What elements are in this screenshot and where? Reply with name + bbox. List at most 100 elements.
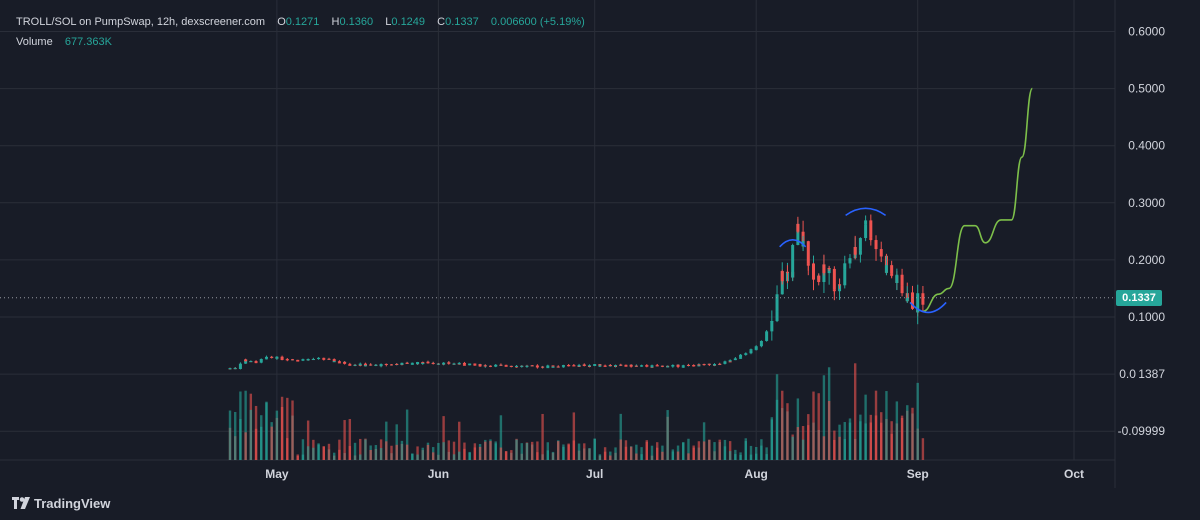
- volume-value: 677.363K: [64, 36, 112, 48]
- volume-bar: [739, 452, 742, 460]
- close-value: 0.1337: [445, 16, 479, 28]
- volume-bar: [728, 451, 732, 460]
- volume-bar: [458, 421, 461, 460]
- candle-body: [462, 364, 466, 366]
- volume-bar: [572, 440, 576, 460]
- volume-bar: [291, 400, 294, 460]
- y-tick-label: 0.5000: [1128, 82, 1165, 96]
- volume-bar: [786, 403, 789, 460]
- volume-bar: [244, 432, 247, 460]
- volume-bar: [286, 397, 289, 460]
- volume-bar: [400, 440, 404, 460]
- volume-bar: [478, 446, 482, 460]
- candle-body: [452, 363, 456, 365]
- candle-body: [530, 365, 534, 367]
- volume-bar: [572, 412, 576, 460]
- volume-bar: [306, 446, 310, 460]
- candle-body: [301, 359, 305, 361]
- x-tick-label: Aug: [745, 467, 768, 481]
- volume-bar: [395, 444, 398, 460]
- volume-label: Volume: [16, 36, 53, 48]
- volume-bar: [676, 451, 680, 460]
- volume-bar: [567, 444, 570, 460]
- volume-bar: [718, 439, 721, 460]
- volume-bar: [650, 445, 654, 460]
- candle-body: [806, 263, 810, 266]
- volume-bar: [452, 441, 456, 460]
- volume-bar: [895, 401, 899, 460]
- candle-body: [838, 284, 842, 286]
- candle-body: [525, 365, 529, 367]
- candle-body: [587, 365, 591, 367]
- candle-body: [624, 365, 628, 367]
- candle-body: [660, 365, 664, 367]
- candle-body: [733, 358, 737, 360]
- candle-body: [629, 364, 633, 367]
- candle-body: [900, 285, 904, 294]
- candle-body: [744, 353, 748, 355]
- volume-bar: [504, 451, 508, 460]
- volume-bar: [598, 454, 602, 460]
- candle-body: [238, 363, 242, 368]
- candle-body: [869, 237, 873, 241]
- volume-bar: [817, 393, 820, 460]
- candle-body: [233, 368, 237, 370]
- volume-bar: [843, 422, 846, 460]
- volume-bar: [682, 442, 685, 460]
- candle-body: [343, 361, 347, 364]
- candle-body: [546, 365, 550, 368]
- candle-body: [848, 258, 852, 263]
- volume-bar: [421, 447, 424, 460]
- volume-bar: [405, 444, 409, 460]
- volume-bar: [426, 444, 430, 460]
- volume-bar: [807, 425, 810, 460]
- volume-bar: [890, 421, 893, 460]
- candle-body: [671, 365, 675, 367]
- volume-bar: [301, 439, 305, 460]
- volume-bar: [609, 455, 612, 460]
- candle-body: [374, 364, 378, 366]
- volume-bar: [874, 415, 878, 460]
- y-tick-label: 0.1000: [1128, 310, 1165, 324]
- volume-bar: [713, 442, 716, 460]
- candle-body: [681, 365, 685, 367]
- volume-bar: [666, 410, 669, 460]
- candle-body: [723, 361, 727, 363]
- candle-body: [244, 359, 248, 362]
- volume-bar: [629, 446, 633, 460]
- volume-bar: [728, 441, 732, 460]
- candle-body: [572, 365, 576, 367]
- candle-body: [754, 346, 758, 350]
- tradingview-logo[interactable]: TradingView: [12, 494, 110, 512]
- candle-body: [650, 365, 654, 367]
- volume-bar: [635, 453, 638, 460]
- candle-body: [421, 362, 425, 364]
- candle-body: [697, 364, 701, 366]
- volume-bar: [416, 446, 419, 460]
- volume-bar: [557, 441, 560, 460]
- volume-bar: [749, 454, 753, 460]
- candle-body: [733, 359, 737, 361]
- candle-body: [796, 223, 800, 232]
- volume-bar: [916, 382, 919, 460]
- volume-bar: [833, 430, 836, 460]
- candle-body: [515, 365, 519, 367]
- volume-bar: [379, 448, 383, 460]
- volume-bar: [692, 445, 695, 460]
- candle-body: [238, 367, 242, 369]
- ohlc-row: TROLL/SOL on PumpSwap, 12h, dexscreener.…: [16, 12, 585, 32]
- volume-bar: [781, 390, 784, 460]
- candle-body: [822, 264, 826, 274]
- candle-body: [587, 365, 591, 367]
- candle-body: [561, 366, 565, 368]
- candle-body: [322, 358, 326, 360]
- volume-bar: [661, 451, 664, 460]
- candle-body: [702, 364, 706, 366]
- bottom-arc: [909, 301, 947, 314]
- volume-bar: [583, 443, 586, 460]
- candle-body: [410, 362, 414, 364]
- candle-body: [551, 366, 555, 368]
- volume-bar: [624, 446, 628, 460]
